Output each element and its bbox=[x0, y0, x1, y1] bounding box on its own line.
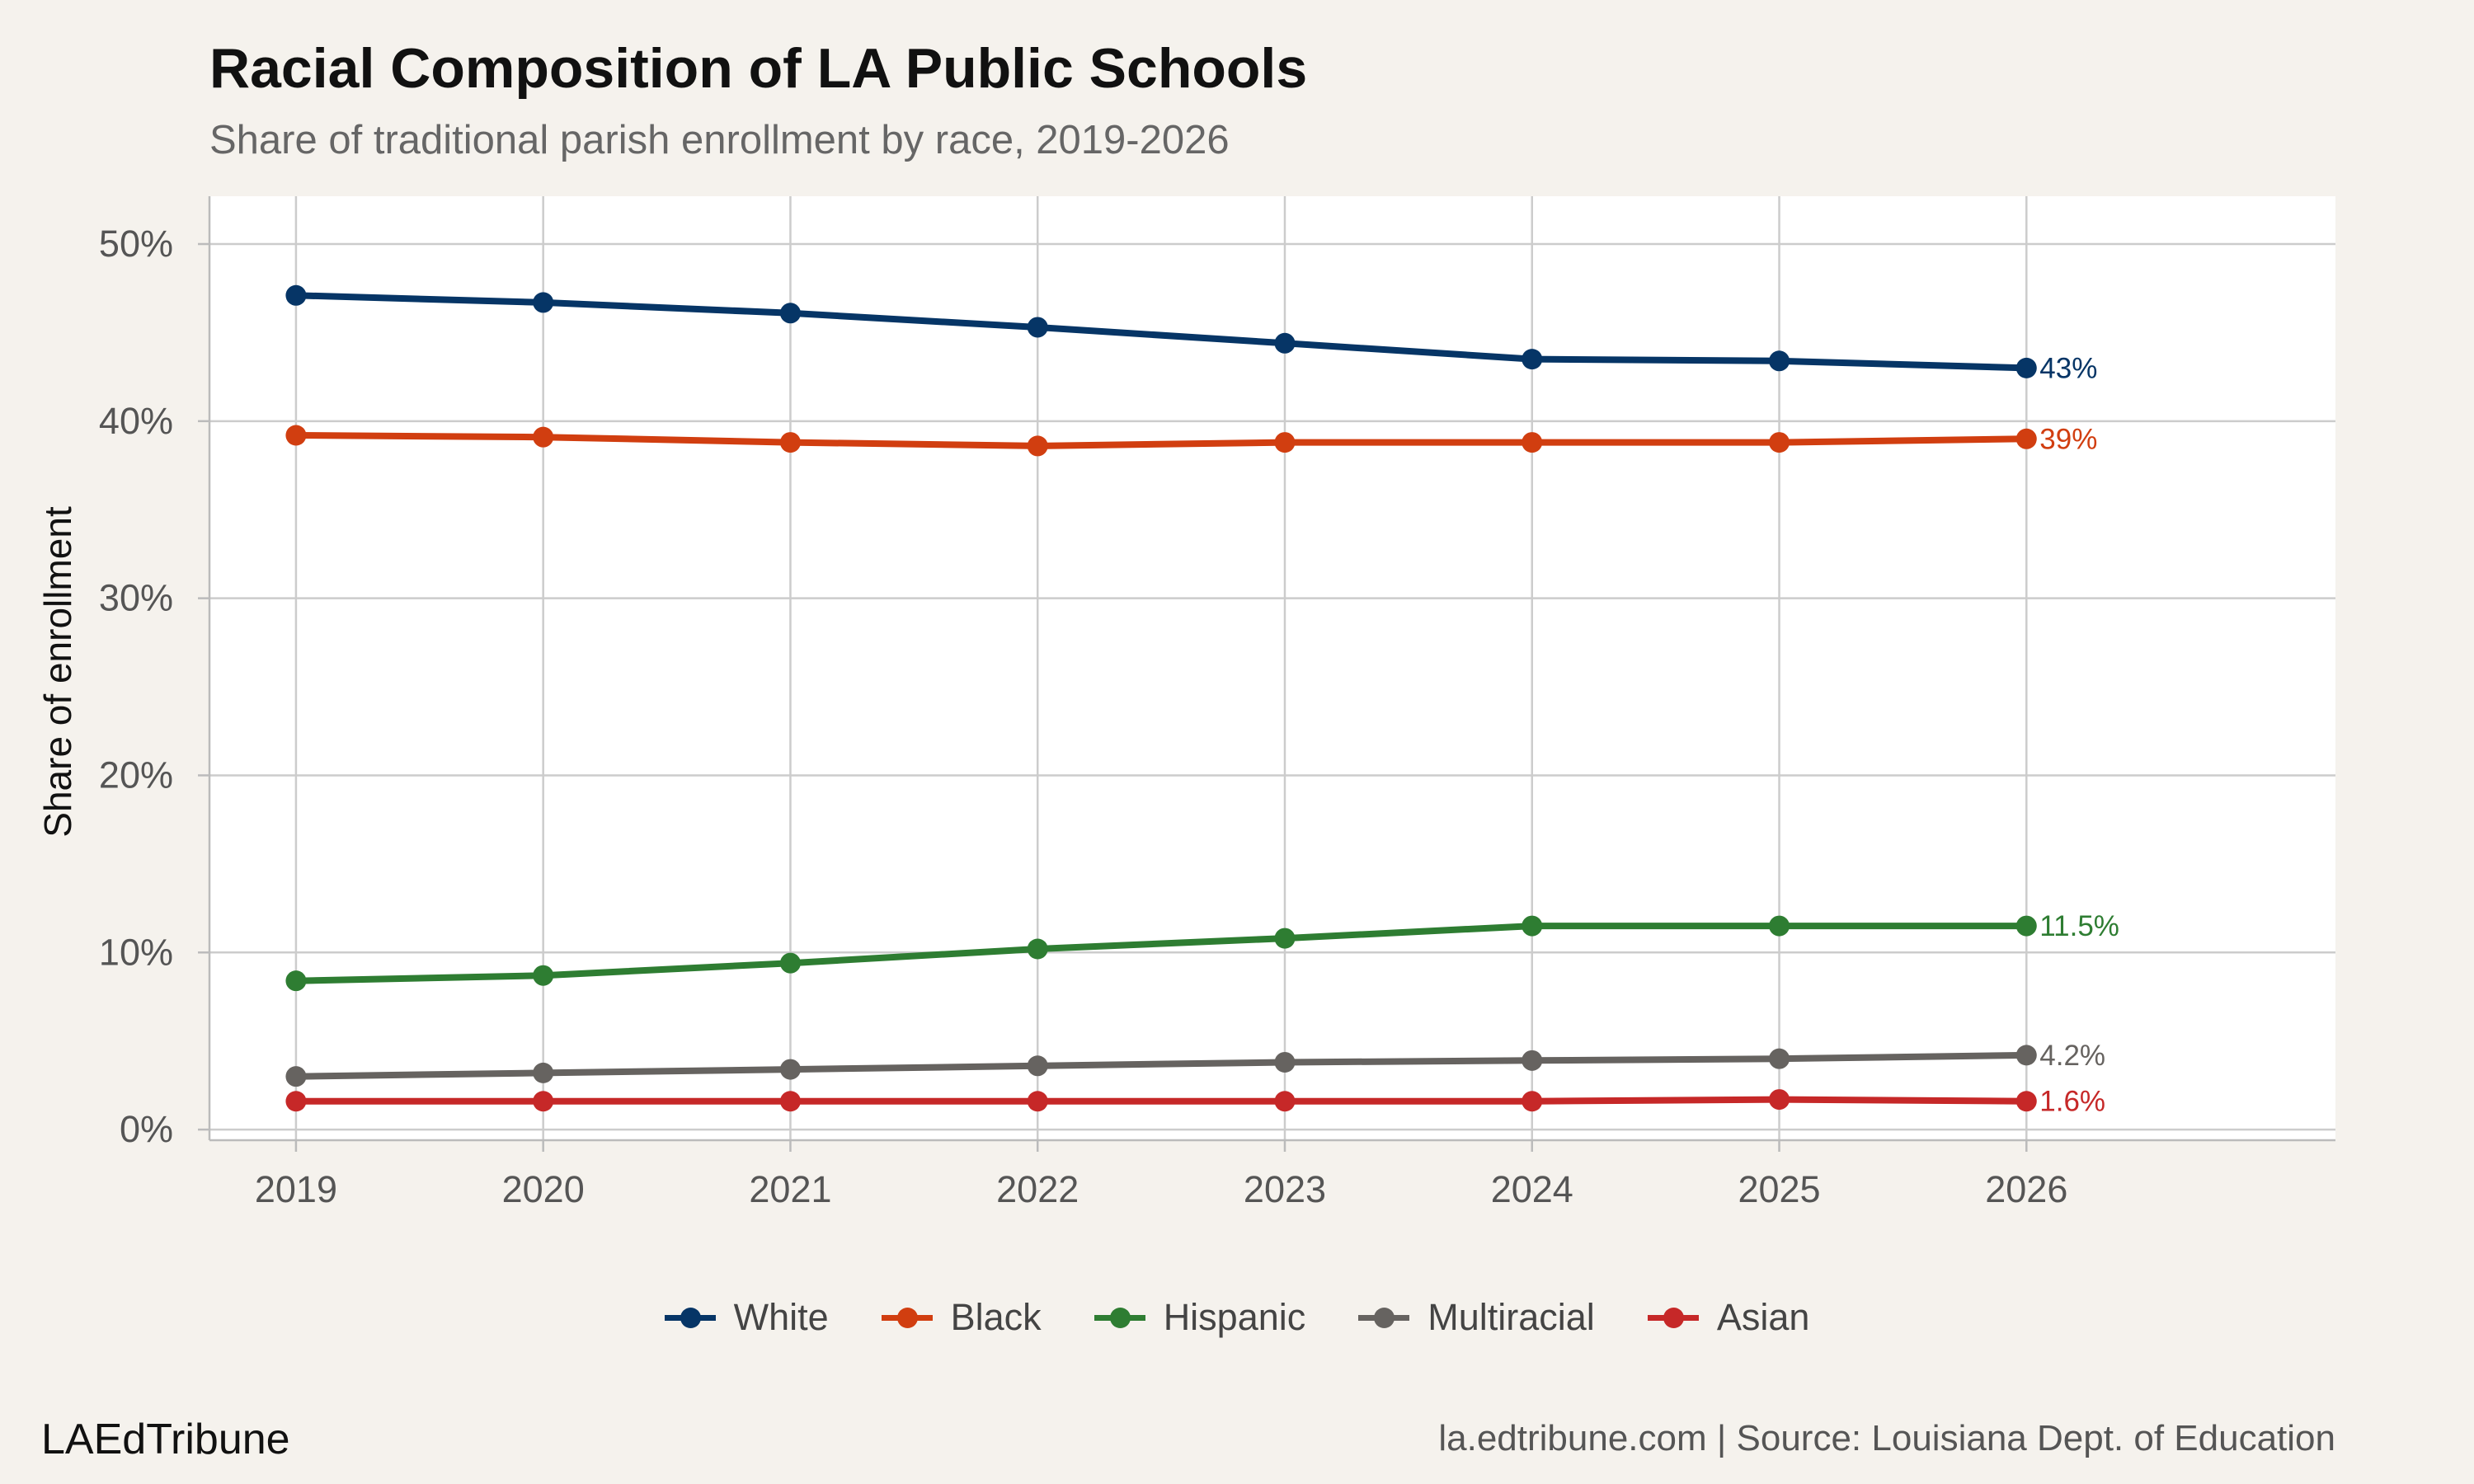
data-point-multiracial bbox=[1274, 1051, 1296, 1073]
legend-key-hispanic bbox=[1094, 1303, 1145, 1332]
data-point-multiracial bbox=[1027, 1055, 1048, 1077]
data-point-white bbox=[779, 303, 801, 324]
x-tick-label: 2022 bbox=[996, 1168, 1079, 1210]
data-point-asian bbox=[1027, 1091, 1048, 1112]
x-tick-label: 2024 bbox=[1491, 1168, 1573, 1210]
end-label-multiracial: 4.2% bbox=[2039, 1040, 2105, 1072]
data-point-black bbox=[1274, 432, 1296, 453]
end-labels: 43% 39% 11.5% 4.2% 1.6% bbox=[2039, 352, 2119, 1117]
x-tick-label: 2021 bbox=[749, 1168, 831, 1210]
x-tick-label: 2026 bbox=[1985, 1168, 2067, 1210]
data-point-multiracial bbox=[779, 1059, 801, 1080]
legend-label-hispanic: Hispanic bbox=[1163, 1296, 1306, 1338]
series-line-multiracial bbox=[292, 1051, 2030, 1080]
legend-item-white: White bbox=[664, 1296, 829, 1339]
data-point-asian bbox=[2015, 1091, 2037, 1112]
legend-key-dot bbox=[1109, 1308, 1131, 1328]
data-point-asian bbox=[285, 1091, 307, 1112]
y-tick-label: 30% bbox=[99, 577, 173, 619]
data-point-white bbox=[533, 292, 554, 313]
data-point-asian bbox=[779, 1091, 801, 1112]
legend-key-black bbox=[881, 1303, 933, 1332]
y-tick-label: 0% bbox=[120, 1108, 173, 1150]
x-tick-label: 2020 bbox=[502, 1168, 585, 1210]
legend-key-dot bbox=[1663, 1308, 1684, 1328]
data-point-black bbox=[779, 432, 801, 453]
data-point-black bbox=[1769, 432, 1790, 453]
legend-key-dot bbox=[680, 1308, 701, 1328]
data-point-black bbox=[2015, 428, 2037, 449]
legend-key-dot bbox=[1374, 1308, 1395, 1328]
data-point-white bbox=[1274, 332, 1296, 354]
data-point-white bbox=[1027, 317, 1048, 338]
legend-item-multiracial: Multiracial bbox=[1358, 1296, 1595, 1339]
legend-item-black: Black bbox=[881, 1296, 1042, 1339]
series-lines bbox=[285, 284, 2037, 1112]
legend-label-white: White bbox=[733, 1296, 829, 1338]
data-point-hispanic bbox=[1027, 938, 1048, 960]
y-tick-label: 50% bbox=[99, 223, 173, 265]
plot-panel bbox=[209, 196, 2335, 1140]
x-tick-label: 2023 bbox=[1244, 1168, 1326, 1210]
legend-label-black: Black bbox=[950, 1296, 1042, 1338]
data-point-hispanic bbox=[1769, 915, 1790, 937]
y-axis-label: Share of enrollment bbox=[36, 506, 79, 838]
series-line-black bbox=[292, 432, 2030, 449]
data-point-hispanic bbox=[533, 965, 554, 986]
x-tick-label: 2019 bbox=[255, 1168, 337, 1210]
legend-key-dot bbox=[896, 1308, 918, 1328]
data-point-multiracial bbox=[1769, 1048, 1790, 1069]
legend-key-white bbox=[664, 1303, 716, 1332]
end-label-white: 43% bbox=[2039, 352, 2097, 384]
data-point-white bbox=[2015, 357, 2037, 378]
end-label-asian: 1.6% bbox=[2039, 1086, 2105, 1118]
series-line-hispanic bbox=[292, 923, 2030, 984]
series-line-asian bbox=[292, 1096, 2030, 1105]
data-point-multiracial bbox=[1522, 1050, 1543, 1071]
legend-label-multiracial: Multiracial bbox=[1427, 1296, 1595, 1338]
data-point-multiracial bbox=[285, 1066, 307, 1087]
data-point-hispanic bbox=[779, 952, 801, 974]
data-point-black bbox=[285, 425, 307, 446]
y-tick-label: 10% bbox=[99, 931, 173, 973]
data-point-hispanic bbox=[2015, 915, 2037, 937]
legend-item-asian: Asian bbox=[1647, 1296, 1810, 1339]
y-tick-label: 40% bbox=[99, 400, 173, 442]
legend-item-hispanic: Hispanic bbox=[1094, 1296, 1306, 1339]
data-point-white bbox=[285, 284, 307, 306]
data-point-asian bbox=[533, 1091, 554, 1112]
end-label-hispanic: 11.5% bbox=[2039, 910, 2119, 942]
data-point-asian bbox=[1522, 1091, 1543, 1112]
data-point-asian bbox=[1769, 1089, 1790, 1111]
end-label-black: 39% bbox=[2039, 423, 2097, 455]
legend-key-multiracial bbox=[1358, 1303, 1410, 1332]
data-point-white bbox=[1769, 350, 1790, 372]
data-point-asian bbox=[1274, 1091, 1296, 1112]
data-point-black bbox=[533, 426, 554, 448]
data-point-black bbox=[1522, 432, 1543, 453]
axes: 0% 10% 20% 30% 40% 50% 2019 2020 2021 2022 2023 202… bbox=[99, 196, 2335, 1210]
data-point-multiracial bbox=[533, 1062, 554, 1083]
data-point-hispanic bbox=[285, 970, 307, 992]
data-point-white bbox=[1522, 349, 1543, 370]
x-tick-label: 2025 bbox=[1738, 1168, 1820, 1210]
data-point-hispanic bbox=[1274, 928, 1296, 949]
y-tick-label: 20% bbox=[99, 754, 173, 796]
legend: White Black Hispanic Multiracial Asian bbox=[0, 1296, 2474, 1339]
data-point-black bbox=[1027, 435, 1048, 457]
footer-source: la.edtribune.com | Source: Louisiana Dep… bbox=[1438, 1418, 2335, 1458]
legend-label-asian: Asian bbox=[1716, 1296, 1810, 1338]
series-line-white bbox=[292, 292, 2030, 372]
chart-subtitle: Share of traditional parish enrollment b… bbox=[209, 118, 1230, 162]
footer-brand: LAEdTribune bbox=[41, 1416, 290, 1463]
data-point-hispanic bbox=[1522, 915, 1543, 937]
legend-key-asian bbox=[1647, 1303, 1699, 1332]
data-point-multiracial bbox=[2015, 1045, 2037, 1066]
chart-title: Racial Composition of LA Public Schools bbox=[209, 37, 1308, 100]
